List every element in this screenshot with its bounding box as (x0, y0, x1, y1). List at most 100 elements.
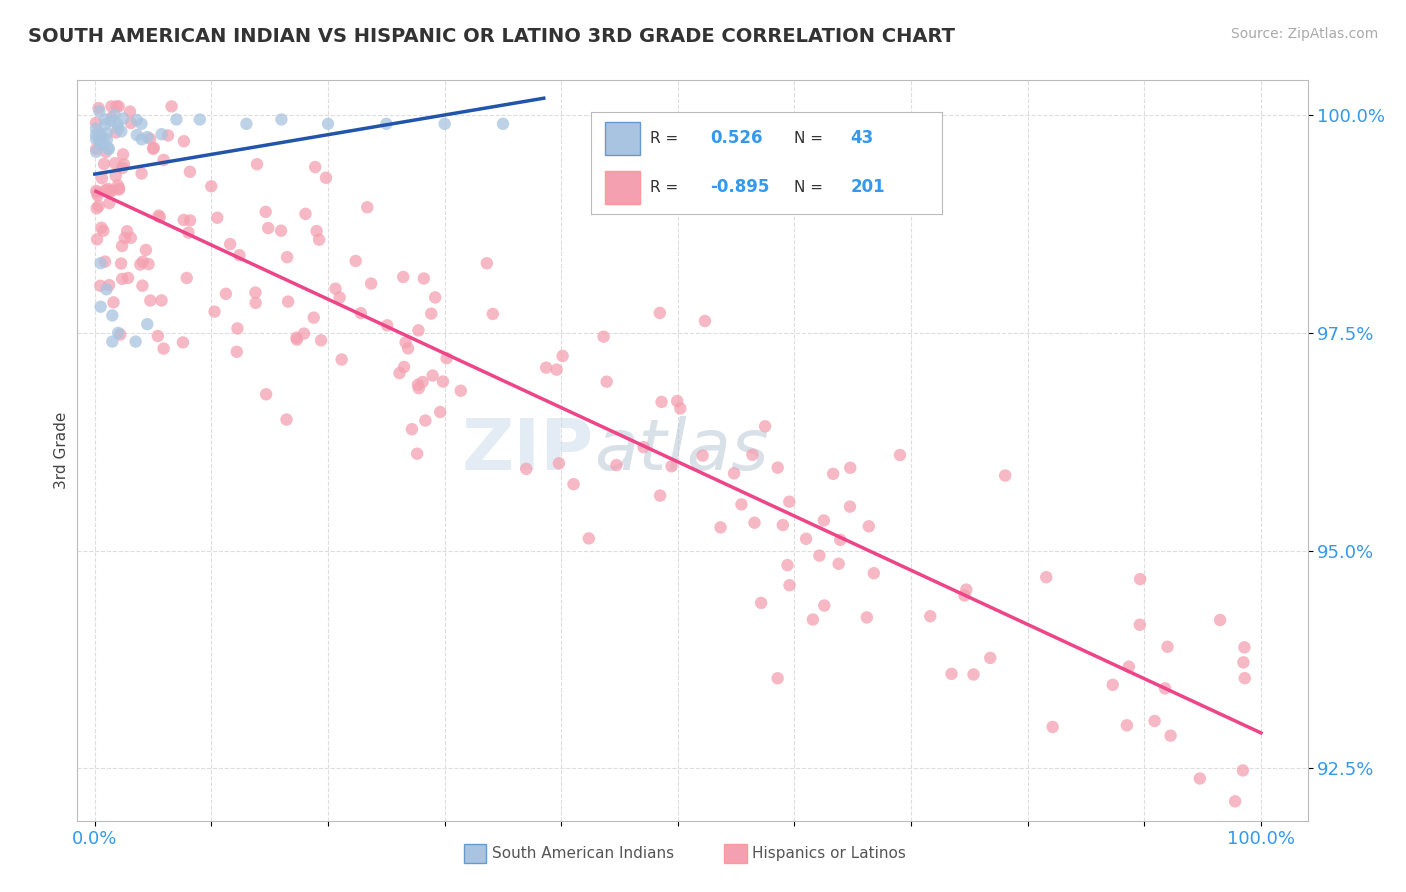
Point (562, 477, 585, 491)
Bar (605, 122, 640, 154)
Point (246, 157, 269, 171)
Point (515, 462, 537, 476)
Point (84, 121, 107, 136)
Point (316, 117, 339, 131)
Point (1129, 617, 1152, 632)
Point (396, 342, 419, 356)
Point (778, 494, 800, 508)
Point (100, 111, 122, 125)
Point (104, 156, 127, 170)
Point (492, 117, 515, 131)
Point (534, 360, 557, 375)
Point (139, 132, 162, 146)
Point (101, 184, 124, 198)
Point (425, 290, 447, 304)
Point (302, 310, 325, 325)
Point (329, 290, 352, 304)
Bar (605, 171, 640, 204)
Point (408, 381, 430, 395)
Point (176, 271, 198, 285)
Point (276, 250, 298, 264)
Point (152, 342, 174, 356)
Point (107, 99, 129, 113)
Text: N =: N = (794, 130, 828, 145)
Point (388, 366, 411, 380)
Point (165, 112, 187, 127)
Point (98, 278, 121, 293)
Point (595, 375, 617, 389)
Point (1233, 671, 1256, 685)
Point (858, 519, 880, 533)
Point (96, 132, 118, 146)
Point (433, 117, 456, 131)
Point (808, 549, 831, 563)
Point (112, 112, 135, 126)
Point (146, 329, 169, 343)
Point (228, 248, 250, 262)
Point (1188, 772, 1211, 786)
Point (693, 314, 716, 328)
Point (661, 459, 683, 474)
Point (723, 467, 745, 481)
Point (392, 359, 415, 374)
Point (285, 333, 308, 347)
Point (84, 184, 107, 198)
Point (100, 114, 122, 128)
Point (94, 145, 117, 159)
Point (633, 440, 655, 454)
Point (429, 405, 451, 419)
Point (120, 116, 142, 130)
Point (103, 295, 125, 310)
Point (110, 256, 132, 270)
Point (84, 116, 107, 130)
Text: Hispanics or Latinos: Hispanics or Latinos (752, 847, 905, 861)
Point (779, 578, 801, 592)
Point (177, 226, 200, 240)
Text: South American Indians: South American Indians (492, 847, 675, 861)
Point (1101, 678, 1123, 692)
Point (97, 141, 120, 155)
Point (105, 117, 128, 131)
Point (401, 422, 423, 436)
Point (415, 413, 437, 427)
Point (86, 188, 108, 202)
Point (108, 181, 131, 195)
Point (90, 256, 112, 270)
Point (436, 351, 458, 366)
Text: 201: 201 (851, 178, 886, 196)
Point (749, 596, 772, 610)
Point (173, 134, 195, 148)
Point (666, 394, 689, 409)
Point (90, 300, 112, 314)
Point (207, 211, 229, 225)
Point (920, 609, 942, 624)
Point (136, 130, 159, 145)
Point (422, 368, 444, 383)
Point (856, 610, 879, 624)
Text: -0.895: -0.895 (710, 178, 769, 196)
Point (360, 277, 382, 291)
Point (131, 278, 153, 293)
Point (87, 199, 110, 213)
Point (150, 293, 173, 308)
Point (450, 384, 472, 398)
Point (1233, 640, 1256, 655)
Point (157, 128, 180, 143)
Point (104, 125, 127, 139)
Point (215, 286, 238, 301)
Text: ZIP: ZIP (461, 416, 595, 485)
Point (188, 112, 211, 127)
Text: R =: R = (650, 180, 683, 195)
Point (828, 557, 851, 571)
Point (90, 220, 112, 235)
Point (226, 321, 249, 335)
Point (406, 447, 429, 461)
Point (955, 582, 977, 597)
Point (551, 349, 574, 363)
Point (111, 161, 134, 175)
Point (131, 166, 153, 180)
Point (1129, 572, 1152, 586)
Point (651, 395, 673, 409)
Point (412, 271, 434, 285)
Point (94, 117, 117, 131)
